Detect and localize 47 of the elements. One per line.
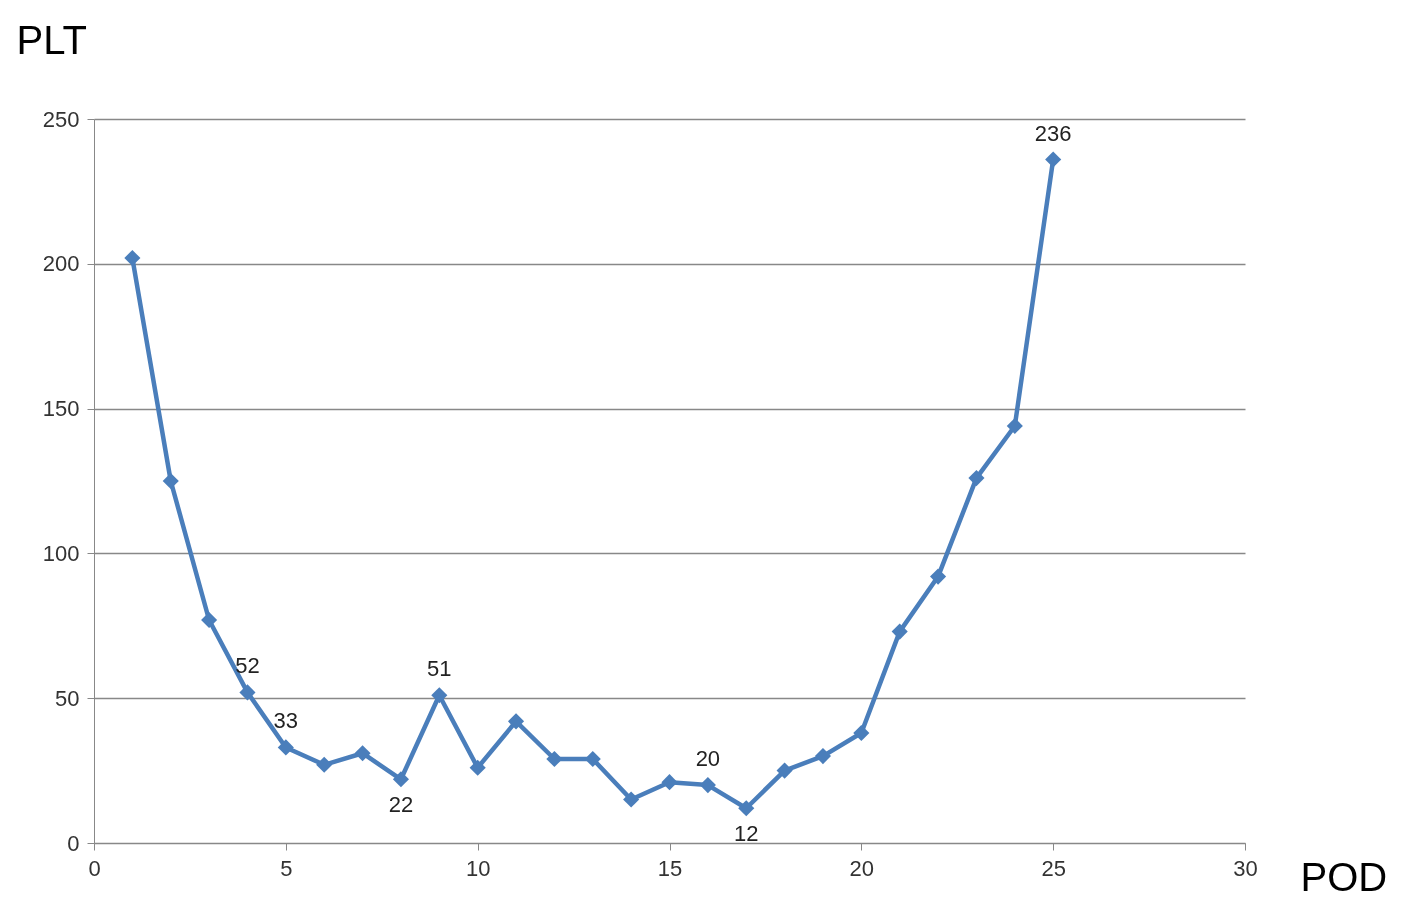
point: [546, 750, 563, 768]
x-axis-title: POD: [1300, 854, 1388, 899]
x-tick-label: 5: [280, 855, 293, 881]
x-tick-label: 10: [465, 855, 491, 881]
point: [930, 568, 947, 585]
x-tick-label: 15: [657, 855, 683, 881]
data-label: 33: [273, 708, 299, 734]
point: [814, 748, 832, 765]
point: [1006, 417, 1023, 435]
data-label: 22: [388, 792, 414, 818]
y-axis-title: PLT: [16, 17, 87, 62]
point: [239, 684, 256, 701]
point: [431, 687, 448, 704]
data-label: 51: [427, 656, 452, 682]
y-tick-label: 250: [42, 106, 80, 132]
y-tick-label: 100: [42, 540, 80, 566]
point: [162, 472, 179, 490]
point: [968, 470, 985, 487]
x-tick-label: 0: [88, 855, 101, 881]
point: [853, 724, 870, 742]
point: [507, 713, 525, 730]
data-label: 20: [695, 746, 721, 772]
point: [891, 623, 908, 640]
point: [392, 771, 409, 788]
data-label: 52: [235, 653, 260, 679]
point: [738, 800, 755, 817]
point: [623, 791, 640, 808]
point: [354, 745, 371, 762]
point: [1045, 151, 1062, 168]
point: [469, 759, 486, 776]
point: [124, 249, 141, 267]
y-tick-label: 200: [42, 251, 80, 277]
point: [699, 777, 716, 794]
point: [201, 611, 218, 629]
y-tick-label: 150: [42, 396, 80, 422]
y-tick-label: 0: [67, 830, 80, 856]
x-tick-label: 25: [1041, 855, 1066, 881]
x-tick-label: 30: [1233, 855, 1258, 881]
y-tick-label: 50: [55, 685, 80, 711]
point: [776, 762, 793, 779]
data-label: 12: [733, 821, 759, 847]
data-label: 236: [1034, 120, 1072, 146]
point: [661, 774, 678, 791]
point: [277, 739, 294, 756]
x-tick-label: 20: [849, 855, 875, 881]
point: [584, 750, 601, 768]
point: [316, 756, 333, 773]
